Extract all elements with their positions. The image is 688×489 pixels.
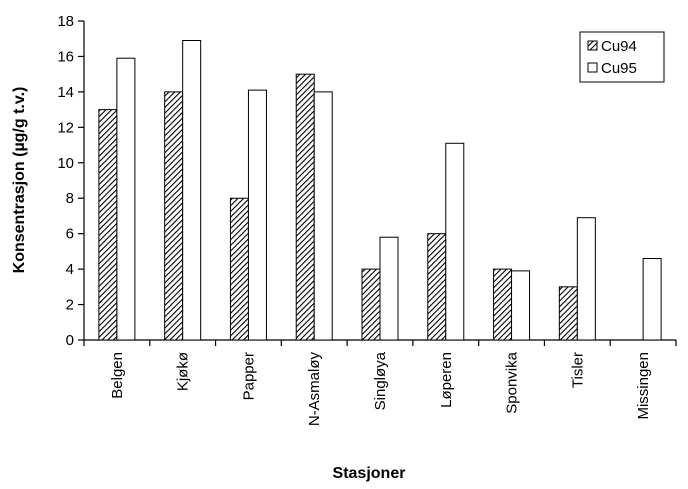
bar-cu95-6: [511, 270, 531, 341]
y-tick-label: 16: [57, 48, 74, 65]
bars: [98, 39, 662, 341]
legend-label-cu94: Cu94: [601, 38, 637, 55]
bar-cu94-0: [98, 109, 118, 341]
bar-cu95-8: [642, 257, 662, 341]
bar-cu94-5: [427, 233, 447, 341]
bar-cu95-4: [379, 236, 399, 341]
x-tick-label: Papper: [240, 352, 257, 400]
x-axis: Belgen Kjøkø Papper N-Asmaløy Singløya Løpere…: [83, 339, 677, 427]
y-tick-label: 0: [66, 332, 74, 349]
x-tick-label: Løperen: [438, 352, 455, 408]
x-tick-label: Missingen: [635, 352, 652, 420]
legend-swatch-cu94: [587, 40, 598, 51]
bar-cu94-2: [229, 197, 249, 341]
y-tick-label: 6: [66, 226, 74, 243]
y-tick-label: 12: [57, 119, 74, 136]
legend-box: [579, 31, 665, 83]
x-tick-label: Belgen: [109, 352, 126, 399]
bar-cu94-7: [558, 286, 578, 341]
x-tick-label: Kjøkø: [175, 352, 192, 391]
legend: Cu94 Cu95: [579, 31, 665, 83]
x-axis-title: Stasjoner: [333, 465, 406, 482]
legend-label-cu95: Cu95: [601, 60, 637, 77]
y-axis-title: Konsentrasjon (µg/g t.v.): [11, 87, 28, 274]
y-axis: 0 2 4 6 8 10 12 14 16 18: [57, 13, 85, 349]
x-tick-label: Sponvika: [504, 351, 521, 413]
bar-cu95-7: [576, 217, 596, 341]
x-tick-label: Tisler: [569, 352, 586, 388]
bar-cu95-3: [313, 91, 333, 341]
y-tick-label: 4: [66, 261, 74, 278]
bar-cu95-5: [445, 142, 465, 341]
y-tick-label: 10: [57, 155, 74, 172]
bar-cu94-1: [164, 91, 184, 341]
y-tick-label: 8: [66, 190, 74, 207]
bar-cu94-4: [361, 268, 381, 341]
y-tick-label: 18: [57, 13, 74, 30]
y-tick-label: 14: [57, 84, 74, 101]
legend-swatch-cu95: [587, 62, 598, 73]
bar-cu95-1: [182, 39, 202, 341]
x-tick-label: Singløya: [372, 351, 389, 410]
x-tick-label: N-Asmaløy: [306, 352, 323, 427]
bar-cu95-0: [116, 57, 136, 341]
bar-cu95-2: [247, 89, 267, 341]
bar-cu94-6: [493, 268, 513, 341]
y-tick-label: 2: [66, 297, 74, 314]
bar-cu94-3: [295, 73, 315, 341]
